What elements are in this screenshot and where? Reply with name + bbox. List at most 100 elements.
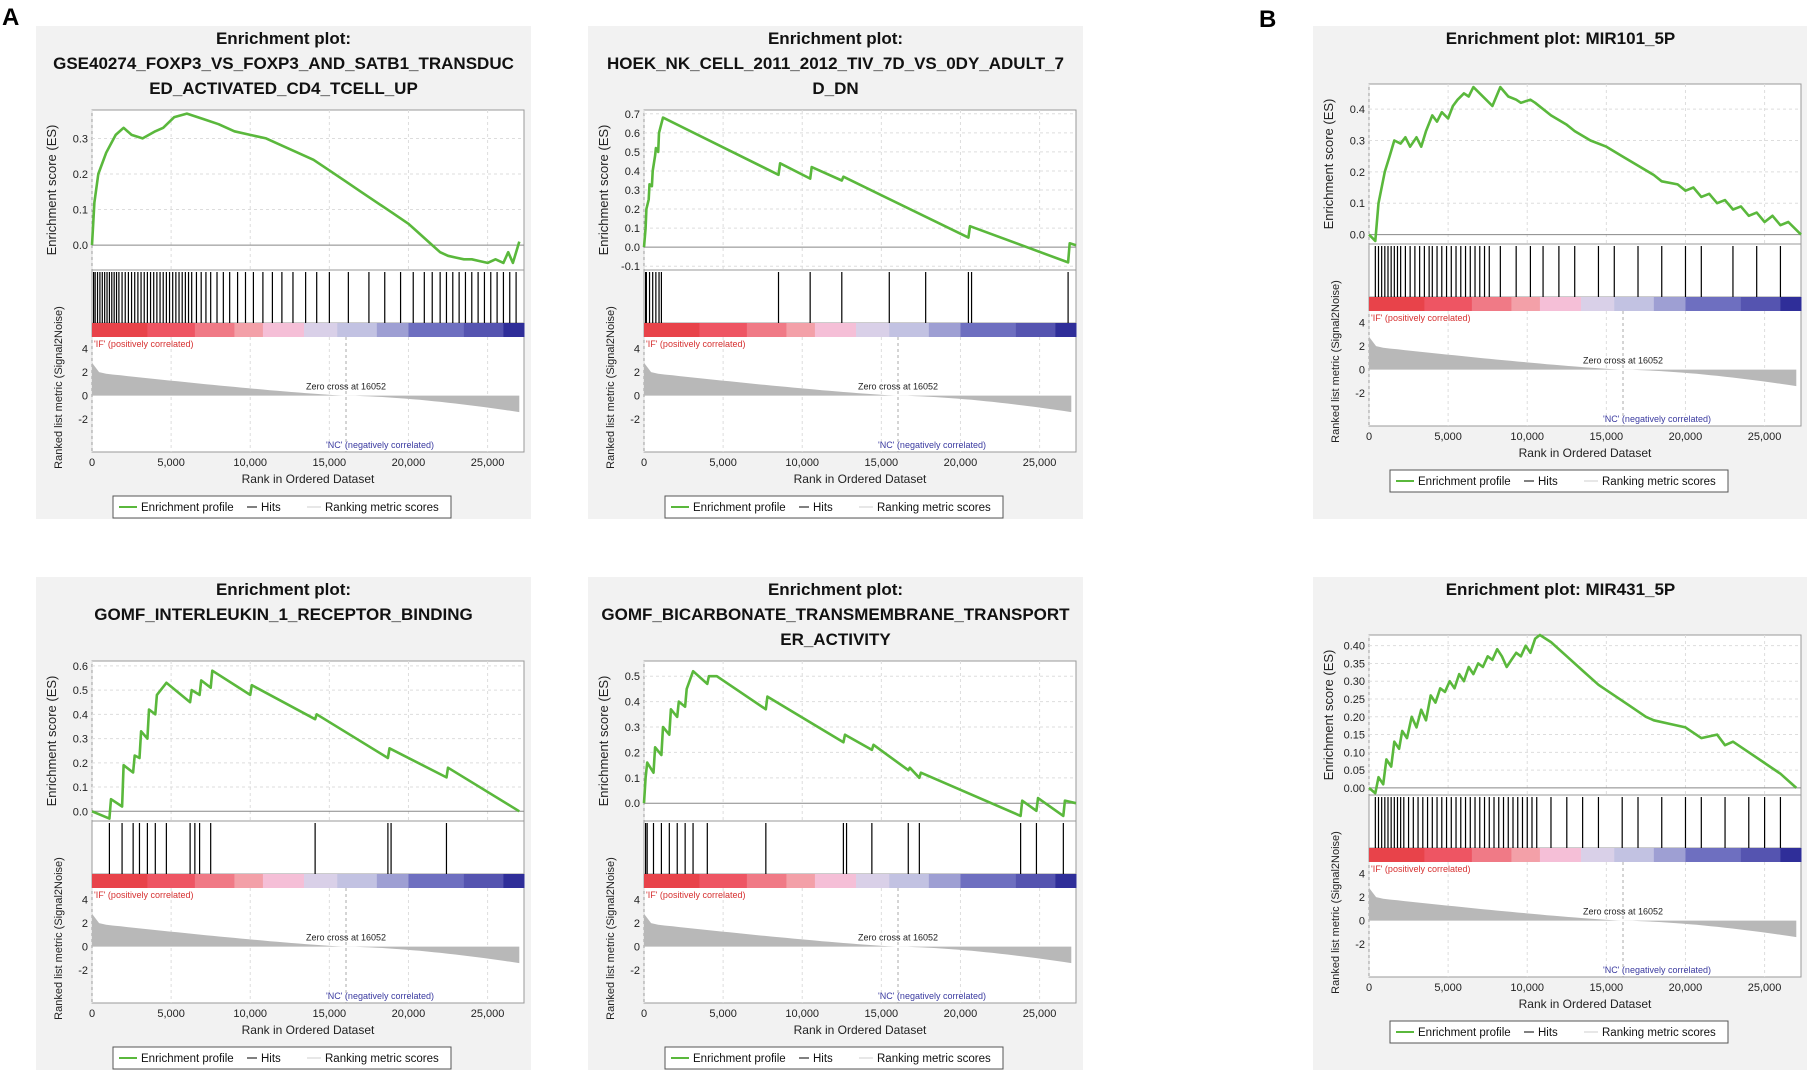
metric-y-tick: 4	[82, 344, 88, 356]
metric-y-tick: 2	[1359, 892, 1365, 904]
zero-cross-label: Zero cross at 16052	[306, 933, 386, 943]
legend-box	[112, 495, 452, 519]
plot-title-line: Enrichment plot:	[216, 29, 351, 48]
positive-correlation-label: 'IF' (positively correlated)	[646, 339, 745, 349]
legend-label-es: Enrichment profile	[1418, 1027, 1511, 1039]
zero-cross-label: Zero cross at 16052	[858, 382, 938, 392]
metric-y-tick: -2	[78, 965, 88, 977]
metric-y-label: Ranked list metric (Signal2Noise)	[53, 857, 65, 1020]
legend-label-hits: Hits	[261, 502, 281, 514]
color-bar-segment	[1369, 848, 1425, 862]
legend-label-metric: Ranking metric scores	[1602, 476, 1716, 488]
color-bar-segment	[1780, 848, 1802, 862]
color-bar-segment	[194, 323, 235, 337]
color-bar-segment	[92, 323, 148, 337]
metric-y-tick: 0	[634, 942, 640, 954]
x-tick-label: 0	[1366, 982, 1372, 994]
legend-label-hits: Hits	[813, 502, 833, 514]
metric-y-tick: 0	[1359, 916, 1365, 928]
color-bar-segment	[503, 323, 525, 337]
metric-y-tick: 4	[82, 895, 88, 907]
legend-label-hits: Hits	[1538, 1027, 1558, 1039]
color-bar-segment	[1581, 297, 1615, 311]
x-tick-label: 15,000	[313, 1008, 347, 1020]
x-tick-label: 25,000	[471, 457, 505, 469]
color-bar-segment	[1614, 848, 1655, 862]
color-bar-segment	[1780, 297, 1802, 311]
negative-correlation-label: 'NC' (negatively correlated)	[326, 440, 434, 450]
x-tick-label: 20,000	[392, 457, 426, 469]
plot-title-line: GOMF_INTERLEUKIN_1_RECEPTOR_BINDING	[94, 605, 472, 624]
color-bar-segment	[1539, 297, 1582, 311]
es-y-tick: 0.2	[73, 169, 88, 181]
color-bar-segment	[147, 874, 196, 888]
es-y-tick: 0.0	[73, 240, 88, 252]
metric-area	[1369, 887, 1797, 973]
es-y-tick: 0.4	[1350, 104, 1365, 116]
legend-label-hits: Hits	[1538, 476, 1558, 488]
metric-y-tick: 0	[82, 942, 88, 954]
color-bar-segment	[746, 323, 787, 337]
color-bar-segment	[699, 323, 748, 337]
x-tick-label: 0	[89, 457, 95, 469]
gsea-plot-1: Enrichment plot: GSE40274_FOXP3_VS_FOXP3_…	[36, 26, 531, 519]
es-curve	[1368, 85, 1802, 243]
legend-box	[1389, 469, 1729, 493]
color-bar-segment	[92, 874, 148, 888]
metric-y-tick: 0	[82, 391, 88, 403]
x-tick-label: 15,000	[1590, 431, 1624, 443]
gsea-svg: Enrichment plot: GSE40274_FOXP3_VS_FOXP3_…	[36, 26, 531, 519]
positive-correlation-label: 'IF' (positively correlated)	[94, 339, 193, 349]
gsea-svg: Enrichment plot: MIR431_5P 0.00 0.05 0.10 0.…	[1313, 577, 1807, 1070]
es-curve	[642, 116, 1077, 264]
metric-y-tick: 4	[1359, 869, 1365, 881]
color-bar-segment	[337, 323, 378, 337]
color-bar-segment	[463, 323, 504, 337]
zero-cross-label: Zero cross at 16052	[306, 382, 386, 392]
x-tick-label: 0	[1366, 431, 1372, 443]
zero-cross-label: Zero cross at 16052	[1583, 356, 1663, 366]
metric-y-label: Ranked list metric (Signal2Noise)	[605, 857, 617, 1020]
color-bar-segment	[856, 874, 890, 888]
metric-y-tick: -2	[1355, 939, 1365, 951]
legend-box	[112, 1046, 452, 1070]
es-y-tick: 0.1	[625, 223, 640, 235]
es-y-label: Enrichment score (ES)	[1321, 99, 1336, 230]
color-bar-segment	[644, 323, 700, 337]
plot-title-line: Enrichment plot: MIR101_5P	[1446, 29, 1676, 48]
legend-label-metric: Ranking metric scores	[1602, 1027, 1716, 1039]
metric-y-label: Ranked list metric (Signal2Noise)	[1330, 831, 1342, 994]
es-y-label: Enrichment score (ES)	[44, 125, 59, 256]
color-bar-segment	[1740, 848, 1781, 862]
panel-label-b: B	[1259, 6, 1277, 33]
es-curve	[91, 669, 520, 820]
color-bar-segment	[960, 874, 1017, 888]
es-y-tick: 0.2	[73, 758, 88, 770]
color-bar-segment	[814, 323, 857, 337]
x-axis-label: Rank in Ordered Dataset	[242, 472, 375, 486]
legend-label-metric: Ranking metric scores	[877, 1053, 991, 1065]
color-bar-segment	[194, 874, 235, 888]
color-bar-segment	[234, 874, 264, 888]
es-y-tick: 0.2	[1350, 167, 1365, 179]
legend-label-es: Enrichment profile	[693, 502, 786, 514]
color-bar-segment	[928, 323, 961, 337]
color-bar-segment	[304, 323, 338, 337]
x-tick-label: 5,000	[157, 457, 185, 469]
es-y-tick: 0.3	[625, 722, 640, 734]
x-tick-label: 25,000	[471, 1008, 505, 1020]
color-bar-segment	[376, 323, 409, 337]
color-bar-segment	[304, 874, 338, 888]
color-bar-segment	[960, 323, 1017, 337]
metric-y-tick: -2	[630, 965, 640, 977]
es-y-label: Enrichment score (ES)	[596, 125, 611, 256]
negative-correlation-label: 'NC' (negatively correlated)	[878, 991, 986, 1001]
plot-title-line: GSE40274_FOXP3_VS_FOXP3_AND_SATB1_TRANSD…	[53, 54, 514, 73]
metric-y-tick: 4	[1359, 318, 1365, 330]
es-y-tick: 0.4	[73, 709, 88, 721]
legend-label-hits: Hits	[813, 1053, 833, 1065]
metric-area	[644, 913, 1072, 999]
plot-title-line: ED_ACTIVATED_CD4_TCELL_UP	[149, 79, 418, 98]
x-tick-label: 15,000	[313, 457, 347, 469]
es-y-tick: 0.7	[625, 109, 640, 121]
